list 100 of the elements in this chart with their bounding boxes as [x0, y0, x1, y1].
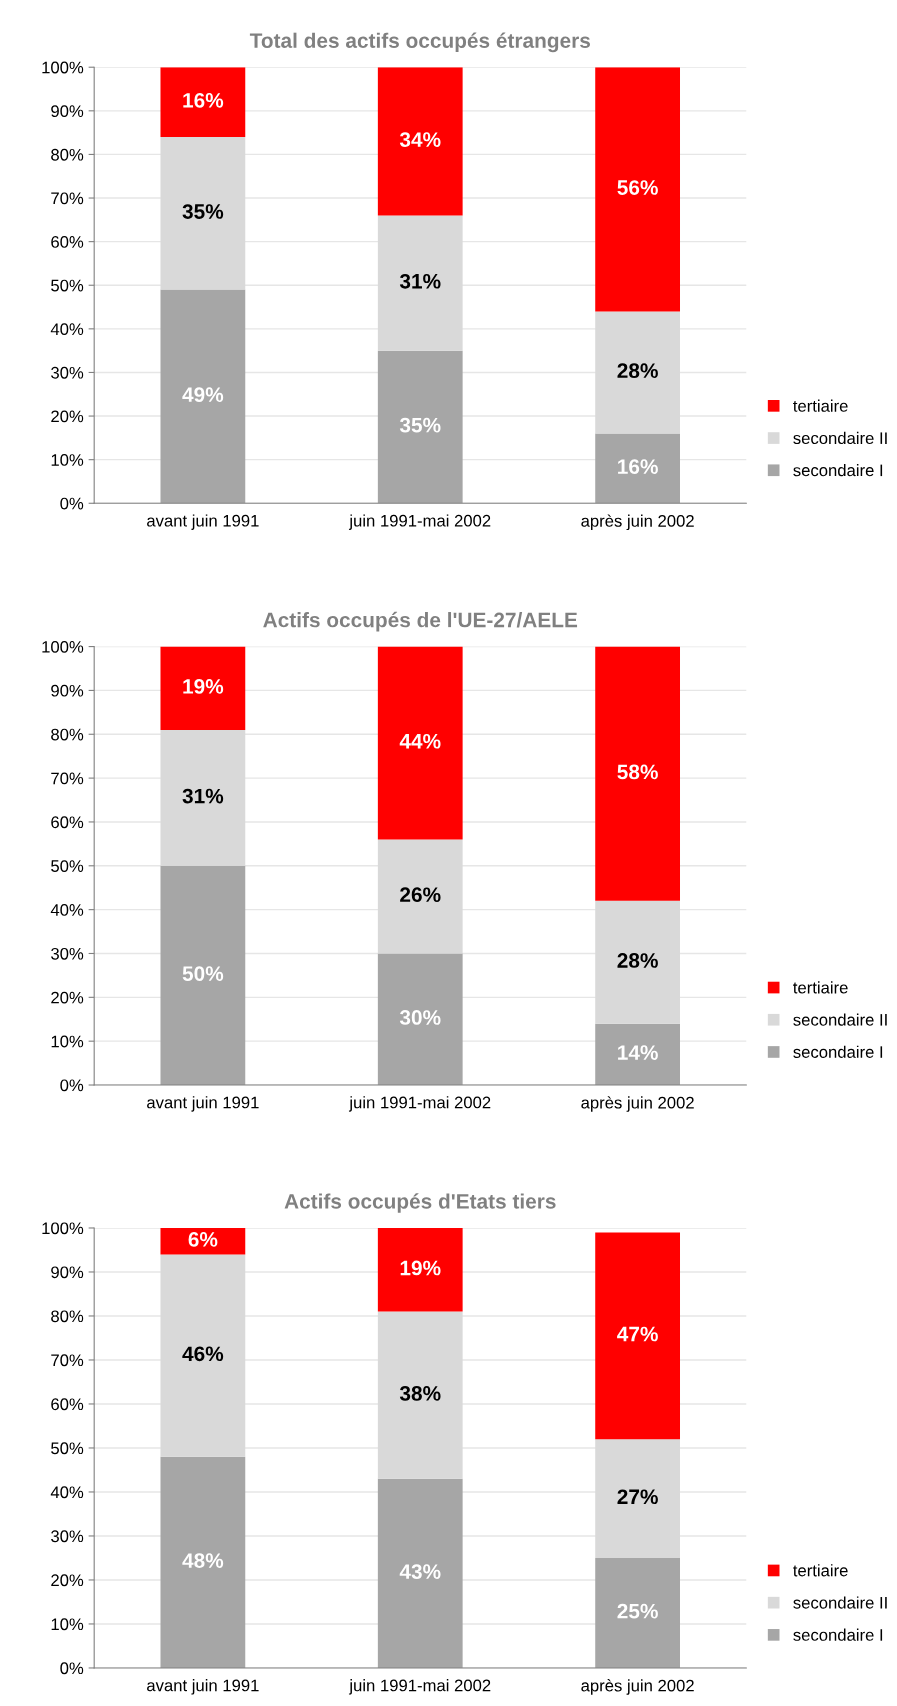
y-tick-label: 0% [60, 1079, 84, 1092]
legend-label: secondaire I [793, 1045, 883, 1058]
y-tick-label: 0% [60, 497, 84, 510]
y-tick-label: 60% [51, 1398, 84, 1411]
y-tick-label: 60% [51, 816, 84, 829]
data-label: 19% [183, 679, 224, 694]
chart-title: Actifs occupés de l'UE-27/AELE [263, 611, 578, 632]
x-tick-label: après juin 2002 [581, 1096, 694, 1112]
bar [160, 646, 246, 730]
data-label: 16% [183, 92, 224, 108]
data-label: 38% [399, 1386, 441, 1401]
x-tick-label: juin 1991-mai 2002 [348, 514, 491, 530]
chart-title: Total des actifs occupés étrangers [249, 32, 590, 53]
y-tick-label: 90% [51, 105, 84, 118]
data-label: 30% [399, 1010, 441, 1025]
data-label: 44% [399, 733, 441, 749]
x-tick-label: après juin 2002 [581, 514, 694, 531]
data-label: 34% [399, 132, 441, 147]
legend-label: secondaire II [793, 1596, 887, 1609]
bar [160, 1227, 246, 1255]
y-tick-label: 90% [51, 684, 84, 697]
bar [377, 1478, 463, 1668]
x-tick-label: avant juin 1991 [147, 1096, 259, 1112]
y-tick-label: 50% [51, 279, 84, 292]
legend-label: tertiaire [793, 399, 848, 412]
bar [595, 433, 681, 504]
data-label: 46% [182, 1346, 224, 1362]
data-label: 58% [617, 764, 658, 780]
y-tick-label: 70% [51, 192, 84, 205]
x-tick-label: juin 1991-mai 2002 [348, 1096, 491, 1112]
bar [595, 646, 681, 901]
data-label: 31% [399, 273, 441, 289]
data-label: 50% [182, 966, 224, 981]
bar [595, 67, 681, 312]
y-tick-label: 50% [51, 1442, 84, 1455]
y-tick-label: 80% [51, 728, 84, 741]
legend-label: secondaire I [793, 464, 883, 477]
bar [377, 1227, 463, 1312]
chart-title: Actifs occupés d'Etats tiers [284, 1193, 556, 1213]
legend-label: secondaire I [793, 1628, 883, 1641]
y-tick-label: 100% [42, 61, 84, 74]
bar [377, 350, 463, 504]
x-tick-label: juin 1991-mai 2002 [348, 1679, 491, 1695]
y-tick-label: 10% [51, 454, 84, 466]
y-tick-label: 100% [42, 640, 84, 653]
x-tick-label: avant juin 1991 [147, 1679, 259, 1695]
y-tick-label: 100% [42, 1222, 84, 1235]
bar [595, 311, 681, 434]
bar [160, 729, 246, 866]
bar [160, 865, 246, 1086]
y-tick-label: 0% [60, 1662, 84, 1675]
x-tick-label: avant juin 1991 [147, 514, 259, 530]
bar [160, 136, 246, 290]
data-label: 25% [617, 1603, 658, 1619]
bar [595, 900, 681, 1024]
data-label: 48% [182, 1553, 224, 1568]
legend-label: tertiaire [793, 1564, 848, 1577]
y-tick-label: 30% [51, 947, 84, 960]
y-tick-label: 40% [50, 323, 84, 336]
data-label: 28% [617, 953, 658, 968]
bar [160, 67, 246, 137]
y-tick-label: 80% [51, 1310, 84, 1323]
data-label: 35% [399, 417, 441, 433]
data-label: 26% [400, 887, 441, 903]
data-label: 14% [618, 1045, 658, 1060]
y-tick-label: 20% [51, 410, 84, 423]
y-tick-label: 20% [51, 991, 84, 1004]
data-label: 6% [188, 1232, 218, 1247]
bar [377, 1311, 463, 1479]
x-tick-label: après juin 2002 [581, 1679, 694, 1695]
bar [377, 215, 463, 351]
bar [377, 646, 463, 840]
bar [595, 1439, 681, 1558]
y-tick-label: 10% [51, 1035, 84, 1048]
bar [160, 289, 246, 504]
y-tick-label: 40% [50, 904, 84, 916]
bar [595, 1557, 681, 1668]
y-tick-label: 90% [51, 1266, 84, 1279]
data-label: 43% [399, 1564, 441, 1579]
y-tick-label: 70% [51, 772, 84, 785]
y-tick-label: 60% [51, 236, 84, 248]
bar [160, 1254, 246, 1457]
legend-label: secondaire II [793, 431, 887, 445]
data-label: 47% [617, 1326, 658, 1342]
y-tick-label: 30% [51, 1530, 84, 1543]
y-tick-label: 80% [51, 148, 84, 161]
y-tick-label: 50% [51, 860, 84, 872]
y-tick-label: 70% [51, 1354, 84, 1367]
y-tick-label: 30% [51, 366, 84, 379]
bar [595, 1023, 681, 1086]
y-tick-label: 10% [51, 1618, 84, 1631]
data-label: 19% [400, 1260, 441, 1276]
bar [377, 839, 463, 954]
legend-label: tertiaire [793, 981, 848, 994]
bar [160, 1456, 246, 1668]
data-label: 49% [182, 387, 224, 403]
legend-label: secondaire II [793, 1013, 887, 1026]
bar [377, 953, 463, 1086]
data-label: 27% [617, 1489, 658, 1505]
y-tick-label: 20% [51, 1574, 84, 1587]
